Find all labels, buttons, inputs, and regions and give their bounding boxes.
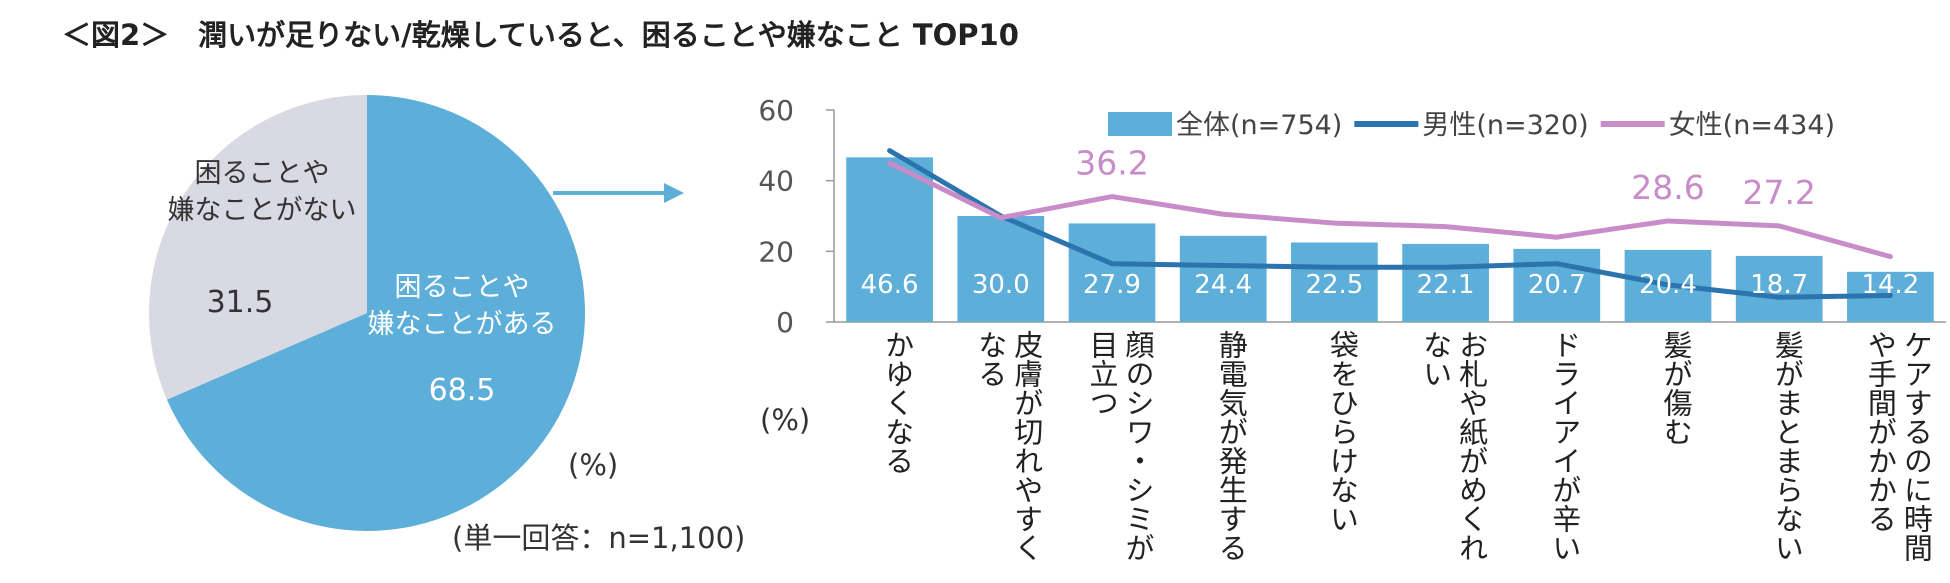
bar	[1291, 242, 1378, 322]
x-category-label: や手間がかかる	[1863, 330, 1897, 533]
bar	[1735, 255, 1823, 322]
x-category-label: お札や紙がめくれ	[1455, 330, 1489, 562]
female-series-line	[887, 160, 1893, 260]
y-tick-label: 0	[776, 306, 794, 339]
bar-value-label: 46.6	[861, 270, 919, 300]
pie-value-label: 68.5	[429, 373, 496, 408]
bar-value-label: 22.1	[1417, 270, 1475, 300]
bar-value-label: 20.7	[1528, 270, 1586, 300]
legend-label: 男性(n=320)	[1422, 110, 1588, 141]
female-annotation-label: 28.6	[1631, 168, 1704, 207]
x-category-label: 皮膚が切れやすく	[1010, 330, 1044, 562]
arrow-head	[664, 183, 684, 203]
bar	[1513, 248, 1601, 322]
bar	[1402, 243, 1489, 322]
pie-value-label: 31.5	[207, 285, 274, 320]
x-category-label: ドライアイが辛い	[1548, 330, 1582, 562]
y-axis-label: (%)	[760, 403, 810, 437]
x-category-label: ない	[1419, 330, 1453, 388]
bar-value-label: 22.5	[1305, 270, 1363, 300]
bar-value-label: 24.4	[1194, 270, 1252, 300]
bar	[846, 157, 933, 322]
female-annotation-label: 36.2	[1075, 144, 1148, 183]
x-category-label: 静電気が発生する	[1214, 330, 1248, 562]
page-title: ＜図2＞ 潤いが足りない/乾燥していると、困ることや嫌なこと TOP10	[62, 18, 1019, 52]
bar	[957, 216, 1045, 322]
pie-slice-none	[148, 95, 367, 400]
legend-label: 女性(n=434)	[1669, 110, 1835, 141]
pie-slice-label: 困ることや	[195, 158, 330, 189]
pie-chart: 困ることや嫌なことがある68.5困ることや嫌なことがない31.5(%)(単一回答…	[148, 95, 745, 555]
bar-value-label: 27.9	[1083, 270, 1141, 300]
pie-note: (単一回答：n=1,100)	[452, 521, 745, 555]
x-category-label: 髪が傷む	[1659, 330, 1693, 446]
y-tick-label: 20	[758, 235, 794, 268]
x-category-label: かゆくなる	[881, 330, 915, 475]
bar-value-label: 14.2	[1861, 270, 1919, 300]
connector-arrow	[553, 183, 684, 203]
y-tick-label: 40	[758, 165, 794, 198]
legend-swatch-bar	[1108, 112, 1172, 136]
pie-unit-label: (%)	[568, 448, 618, 482]
x-category-label: 髪がまとまらない	[1770, 330, 1804, 562]
pie-slice-has	[166, 95, 585, 531]
bar-value-label: 18.7	[1750, 270, 1808, 300]
bar-value-label: 30.0	[972, 270, 1030, 300]
pie-slice-label: 困ることや	[395, 272, 530, 303]
bar	[1068, 223, 1156, 322]
x-category-label: なる	[974, 330, 1008, 388]
bar	[1179, 235, 1267, 322]
bar-value-label: 20.4	[1639, 270, 1697, 300]
male-series-line	[887, 148, 1893, 300]
legend-label: 全体(n=754)	[1176, 110, 1342, 141]
x-category-label: 目立つ	[1085, 330, 1119, 417]
x-category-label: ケアするのに時間	[1899, 330, 1933, 562]
female-annotation-label: 27.2	[1742, 173, 1815, 212]
y-tick-label: 60	[758, 94, 794, 127]
bar-line-chart: 0 20 40 60 (%) 46.6 30.0 27.9 24.4 22.5 22.1 20.7 20…	[758, 94, 1946, 562]
pie-slice-label: 嫌なことがある	[368, 309, 557, 340]
pie-slice-label: 嫌なことがない	[168, 195, 357, 226]
x-category-label: 袋をひらけない	[1325, 330, 1359, 533]
x-category-label: 顔のシワ・シミが	[1121, 330, 1155, 562]
